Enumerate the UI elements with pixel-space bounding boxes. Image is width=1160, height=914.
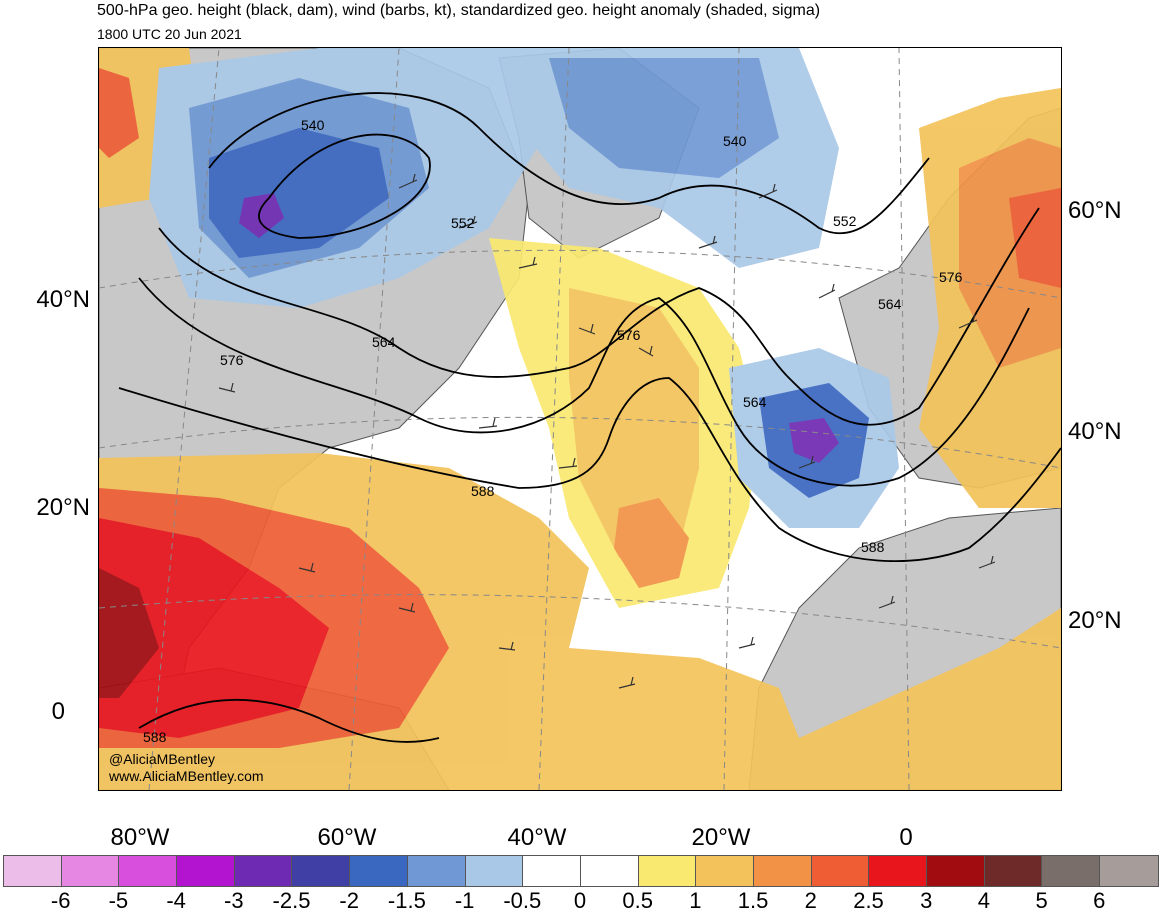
contour-label: 540 bbox=[723, 133, 747, 149]
anomaly-shading bbox=[99, 48, 1061, 790]
north-trough-max bbox=[239, 193, 284, 238]
colorbar-tick-label: -2 bbox=[339, 888, 359, 913]
valid-time: 1800 UTC 20 Jun 2021 bbox=[97, 26, 242, 42]
colorbar-swatch bbox=[811, 856, 870, 886]
mid-atlantic-ridge-core bbox=[569, 288, 699, 558]
colorbar-tick-label: -3 bbox=[224, 888, 244, 913]
colorbar-swatch bbox=[350, 856, 408, 886]
colorbar-tick-label: 2.5 bbox=[853, 888, 884, 913]
contour-label: 552 bbox=[451, 215, 475, 231]
lon-label: 80°W bbox=[110, 824, 170, 851]
lat-label-left: 40°N bbox=[36, 286, 90, 313]
colorbar-swatch bbox=[177, 856, 235, 886]
contour-label: 552 bbox=[833, 213, 857, 229]
lat-label-left: 0 bbox=[51, 698, 65, 725]
graticule bbox=[99, 48, 1061, 790]
colorbar-tick-label: 3 bbox=[920, 888, 933, 913]
map-title: 500-hPa geo. height (black, dam), wind (… bbox=[97, 2, 821, 19]
colorbar-swatch bbox=[61, 856, 120, 886]
colorbar-swatch bbox=[4, 856, 62, 886]
contour-label: 576 bbox=[617, 327, 641, 343]
colorbar-tick-label: -5 bbox=[108, 888, 129, 913]
lat-label-right: 20°N bbox=[1068, 607, 1122, 634]
colorbar-swatch bbox=[292, 856, 351, 886]
colorbar-tick-label: -2.5 bbox=[272, 888, 311, 913]
colorbar-swatch bbox=[1100, 856, 1158, 886]
lat-label-left: 20°N bbox=[36, 494, 90, 521]
contour-label: 588 bbox=[143, 729, 167, 745]
contour-label: 576 bbox=[220, 352, 244, 368]
contour-label: 564 bbox=[878, 296, 902, 312]
colorbar-swatch bbox=[927, 856, 985, 886]
lon-label: 20°W bbox=[691, 824, 751, 851]
anomaly-colorbar bbox=[3, 855, 1159, 887]
colorbar-tick-label: 2 bbox=[804, 888, 817, 913]
colorbar-tick-label: 0.5 bbox=[622, 888, 653, 913]
colorbar-tick-label: -6 bbox=[50, 888, 71, 913]
colorbar-tick-label: 1 bbox=[689, 888, 702, 913]
colorbar-swatch bbox=[580, 856, 639, 886]
contour-label: 540 bbox=[301, 117, 325, 133]
wind-barbs bbox=[218, 173, 996, 689]
colorbar-swatch bbox=[696, 856, 754, 886]
colorbar-swatch bbox=[523, 856, 581, 886]
colorbar-swatch bbox=[984, 856, 1043, 886]
colorbar-swatch bbox=[119, 856, 178, 886]
colorbar-tick-label: 6 bbox=[1093, 888, 1106, 913]
colorbar-swatch bbox=[869, 856, 927, 886]
colorbar-swatch bbox=[1042, 856, 1101, 886]
map-panel: 540 540 552 552 564 564 564 576 576 576 … bbox=[98, 47, 1062, 791]
colorbar-tick-label: -0.5 bbox=[503, 888, 542, 913]
colorbar-tick-label: 1.5 bbox=[737, 888, 769, 913]
colorbar-tick-label: 0 bbox=[573, 888, 587, 913]
contour-552 bbox=[208, 92, 930, 235]
colorbar-swatch bbox=[638, 856, 697, 886]
colorbar-swatch bbox=[465, 856, 524, 886]
mid-atlantic-ridge-max bbox=[614, 498, 689, 588]
contour-564 bbox=[158, 207, 1040, 426]
contour-588 bbox=[118, 377, 1061, 563]
colorbar-swatch bbox=[234, 856, 293, 886]
credit-url: www.AliciaMBentley.com bbox=[108, 768, 264, 784]
west-ridge-max bbox=[99, 68, 139, 158]
colorbar-swatch bbox=[407, 856, 466, 886]
colorbar-swatch bbox=[753, 856, 812, 886]
contour-label: 576 bbox=[939, 269, 963, 285]
caribbean-extreme-anomaly bbox=[99, 568, 159, 698]
contour-588-tropics bbox=[138, 698, 440, 743]
colorbar-tick-label: -4 bbox=[166, 888, 186, 913]
contour-label: 564 bbox=[372, 334, 396, 350]
contour-labels: 540 540 552 552 564 564 564 576 576 576 … bbox=[143, 117, 963, 745]
lat-label-right: 60°N bbox=[1068, 197, 1122, 224]
colorbar-tick-label: -1 bbox=[454, 888, 475, 913]
europe-ridge-max bbox=[1009, 188, 1061, 288]
colorbar-tick-label: 4 bbox=[977, 888, 991, 913]
lon-label: 40°W bbox=[507, 824, 567, 851]
greenland-trough-core bbox=[549, 58, 779, 178]
contour-576 bbox=[138, 277, 1030, 487]
credit-handle: @AliciaMBentley bbox=[109, 751, 215, 767]
contour-label: 564 bbox=[743, 394, 767, 410]
colorbar-tick-label: -1.5 bbox=[387, 888, 426, 913]
iberian-low-max bbox=[789, 418, 839, 463]
contour-540 bbox=[258, 133, 431, 239]
colorbar-tick-label: 5 bbox=[1035, 888, 1048, 913]
lat-label-right: 40°N bbox=[1068, 418, 1122, 445]
contour-label: 588 bbox=[471, 483, 495, 499]
height-contours bbox=[118, 92, 1061, 743]
lon-label: 60°W bbox=[317, 824, 377, 851]
contour-label: 588 bbox=[861, 539, 885, 555]
lon-label: 0 bbox=[899, 824, 913, 851]
caribbean-max-anomaly bbox=[99, 518, 329, 738]
analysis-map: 540 540 552 552 564 564 564 576 576 576 … bbox=[99, 48, 1061, 790]
